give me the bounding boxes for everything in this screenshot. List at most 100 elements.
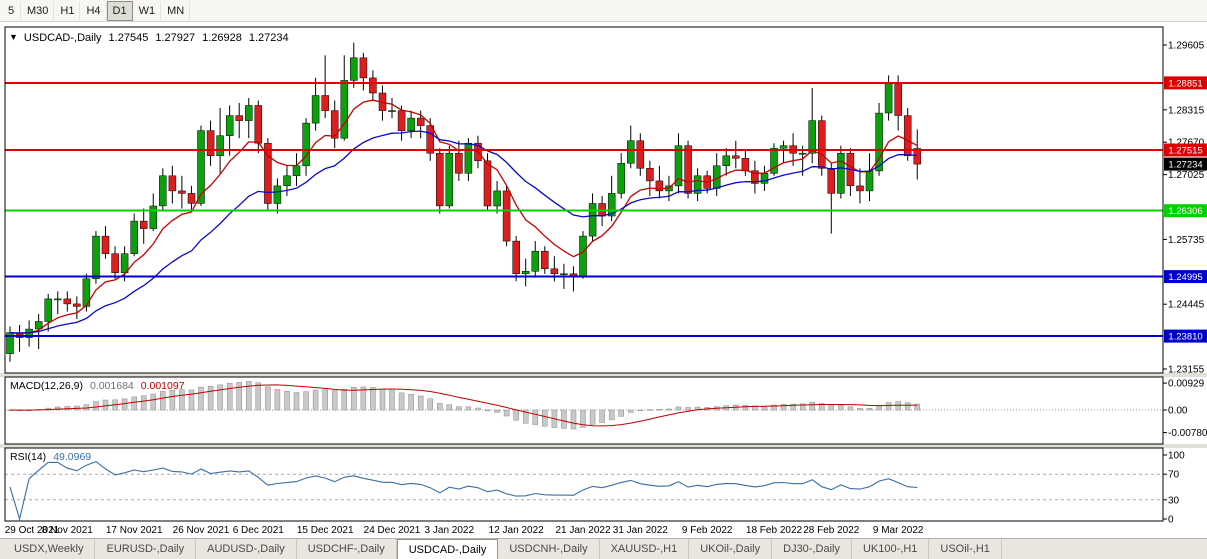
timeframe-button-MN[interactable]: MN xyxy=(161,0,191,21)
chart-tab-dj30-daily[interactable]: DJ30-,Daily xyxy=(772,539,852,559)
timeframe-button-D1[interactable]: D1 xyxy=(106,0,133,21)
candle-body xyxy=(34,321,43,330)
macd-histogram-bar xyxy=(93,401,99,411)
macd-histogram-bar xyxy=(637,409,644,411)
candle-body xyxy=(130,220,138,254)
macd-histogram-bar xyxy=(379,388,386,411)
price-axis: 1.29605 1.28315 1.27670 1.27025 1.25735 1.244… xyxy=(1163,41,1207,376)
macd-label: MACD(12,26,9) 0.001684 0.001097 xyxy=(10,380,185,392)
rsi-tick-label: 100 xyxy=(1168,451,1185,462)
candle-body xyxy=(407,117,415,131)
macd-histogram-bar xyxy=(628,409,634,413)
rsi-panel-border xyxy=(4,447,1164,522)
macd-histogram-bar xyxy=(799,403,806,411)
candle-body xyxy=(607,193,616,217)
ohlc-close: 1.27234 xyxy=(248,32,289,44)
panel-splitter[interactable] xyxy=(0,444,1207,448)
chart-tab-uk100-h1[interactable]: UK100-,H1 xyxy=(852,539,930,559)
macd-histogram-bar xyxy=(341,388,348,411)
timeframe-toolbar: 5 M30 H1 H4 D1 W1 MN xyxy=(0,0,1207,22)
price-badge-text: 1.27515 xyxy=(1168,146,1202,157)
macd-histogram-bar xyxy=(885,402,892,411)
candle-body xyxy=(369,77,377,94)
macd-histogram-bar xyxy=(790,403,796,411)
macd-histogram-bar xyxy=(274,389,281,411)
macd-histogram-bar xyxy=(437,403,443,411)
price-badge-text: 1.28851 xyxy=(1168,78,1202,89)
price-tick-label: 1.27025 xyxy=(1168,170,1205,181)
macd-histogram-bar xyxy=(522,409,529,424)
timeframe-button-H1[interactable]: H1 xyxy=(54,0,81,21)
macd-main-value: 0.001684 xyxy=(89,380,134,392)
candle-body xyxy=(283,175,291,187)
macd-histogram-bar xyxy=(312,389,319,411)
chart-area[interactable]: 1.29605 1.28315 1.27670 1.27025 1.25735 1.244… xyxy=(0,22,1207,538)
macd-histogram-bar xyxy=(188,389,195,411)
ma-fast-line xyxy=(9,99,918,335)
chart-tab-usdcnh-daily[interactable]: USDCNH-,Daily xyxy=(498,539,600,559)
timeframe-button-M30[interactable]: M30 xyxy=(21,0,55,21)
candle-body xyxy=(340,80,349,139)
chart-dropdown-icon[interactable]: ▼ xyxy=(9,32,18,42)
candle-body xyxy=(73,303,81,307)
macd-histogram-bar xyxy=(904,402,911,411)
candle-body xyxy=(818,120,826,169)
macd-histogram-bar xyxy=(914,403,921,411)
candle-body xyxy=(120,253,129,274)
panel-splitter[interactable] xyxy=(0,373,1207,377)
chart-tab-usoil-h1[interactable]: USOil-,H1 xyxy=(929,539,1002,559)
candle-body xyxy=(445,152,454,207)
price-badge xyxy=(1164,76,1207,90)
timeframe-button-H4[interactable]: H4 xyxy=(80,0,107,21)
candle-body xyxy=(235,115,243,121)
macd-histogram-bar xyxy=(656,409,663,411)
candle-body xyxy=(178,190,186,194)
candle-body xyxy=(903,115,912,157)
chart-tab-usdx-weekly[interactable]: USDX,Weekly xyxy=(3,539,96,559)
candle-body xyxy=(455,152,463,174)
macd-histogram-bar xyxy=(847,406,854,411)
timeframe-button-5[interactable]: 5 xyxy=(1,0,21,21)
rsi-line xyxy=(9,460,918,522)
macd-histogram-bar xyxy=(780,404,787,411)
price-panel-border xyxy=(4,26,1164,374)
candle-body xyxy=(655,180,664,192)
candle-body xyxy=(330,110,339,139)
chart-tab-usdcad-daily[interactable]: USDCAD-,Daily xyxy=(396,539,499,559)
macd-tick-label: 0.00929 xyxy=(1168,379,1205,390)
macd-histogram-bar xyxy=(494,409,500,413)
chart-tab-eurusd-daily[interactable]: EURUSD-,Daily xyxy=(95,539,197,559)
candle-body xyxy=(512,240,520,274)
chart-tab-usdchf-daily[interactable]: USDCHF-,Daily xyxy=(297,539,397,559)
macd-histogram-bar xyxy=(150,393,157,411)
chart-tab-audusd-daily[interactable]: AUDUSD-,Daily xyxy=(196,539,297,559)
price-tick-label: 1.28315 xyxy=(1168,105,1205,116)
macd-histogram-bar xyxy=(102,399,109,411)
macd-histogram-bar xyxy=(819,403,825,411)
rsi-value: 49.0969 xyxy=(53,451,92,463)
candle-body xyxy=(693,175,702,194)
macd-histogram-bar xyxy=(465,406,472,411)
chart-tab-ukoil-daily[interactable]: UKOil-,Daily xyxy=(689,539,773,559)
candle-body xyxy=(92,235,100,280)
candle-body xyxy=(292,165,301,177)
timeframe-button-W1[interactable]: W1 xyxy=(133,0,162,21)
macd-histogram-bar xyxy=(331,390,338,411)
candle-body xyxy=(388,110,396,112)
candle-body xyxy=(531,250,540,272)
candle-body xyxy=(311,95,320,124)
macd-histogram-bar xyxy=(446,404,453,411)
candle-body xyxy=(913,148,922,165)
macd-histogram-bar xyxy=(685,407,691,411)
macd-histogram-bar xyxy=(618,409,624,417)
candle-body xyxy=(560,273,568,276)
macd-histogram-bar xyxy=(503,409,510,417)
candle-body xyxy=(464,142,473,174)
macd-histogram-bar xyxy=(198,386,204,411)
candle-body xyxy=(168,175,177,192)
macd-histogram-bar xyxy=(809,402,815,411)
chart-tab-xauusd-h1[interactable]: XAUUSD-,H1 xyxy=(600,539,690,559)
macd-histogram-bar xyxy=(179,389,185,411)
